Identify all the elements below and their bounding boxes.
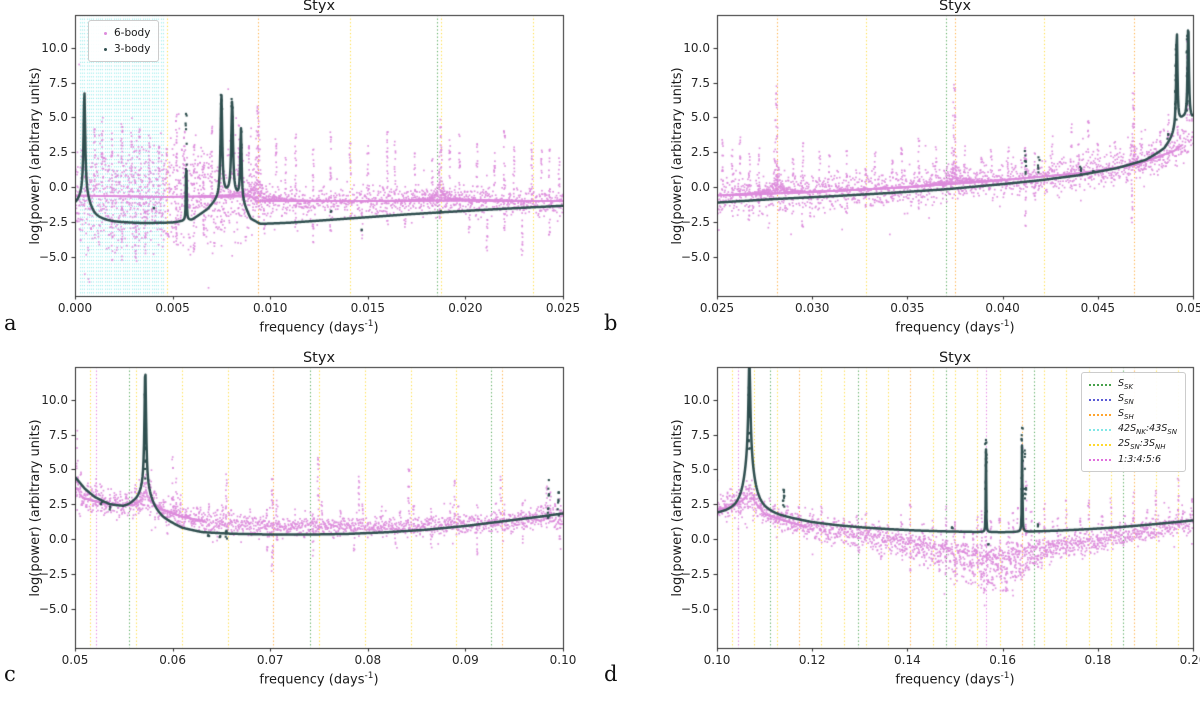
legend: 6-body 3-body: [88, 20, 160, 62]
y-tick-label: 5.0: [48, 110, 68, 125]
y-tick-label: −2.5: [38, 567, 68, 582]
y-tick-label: 7.5: [48, 427, 68, 442]
panel-letter-c: c: [4, 662, 16, 686]
legend-item: SSN: [1089, 392, 1177, 407]
line-swatch-gold: [1089, 443, 1111, 446]
x-axis-label: frequency (days-1): [895, 671, 1015, 688]
legend-label: SSK: [1118, 378, 1134, 391]
x-tick-label: 0.14: [894, 653, 921, 667]
y-tick-label: 10.0: [683, 40, 710, 55]
y-tick-label: 10.0: [41, 40, 68, 55]
x-tick-label: 0.030: [795, 301, 830, 315]
x-axis-label: frequency (days-1): [259, 319, 379, 336]
plot-canvas-c: [0, 352, 600, 703]
legend-label: SSN: [1118, 393, 1134, 406]
plot-title: Styx: [302, 0, 336, 14]
x-tick-label: 0.10: [549, 653, 577, 667]
y-tick-label: −5.0: [680, 601, 710, 616]
y-tick-label: −2.5: [38, 215, 68, 230]
x-tick-label: 0.015: [350, 301, 385, 315]
y-tick-label: 0.0: [690, 532, 710, 547]
marker-swatch-three_body: [104, 47, 107, 51]
line-swatch-magenta: [1089, 458, 1111, 461]
y-tick-label: −2.5: [680, 567, 710, 582]
marker-swatch-six_body: [104, 31, 107, 35]
x-tick-label: 0.045: [1080, 301, 1115, 315]
x-tick-label: 0.040: [985, 301, 1020, 315]
panel-letter-d: d: [604, 662, 618, 686]
plot-title: Styx: [938, 0, 972, 14]
y-tick-label: 10.0: [41, 392, 68, 407]
y-tick-label: −2.5: [680, 215, 710, 230]
legend-item: 6-body: [96, 25, 150, 41]
y-tick-label: −5.0: [38, 249, 68, 264]
y-tick-label: 5.0: [690, 110, 710, 125]
legend-item: 1:3:4:5:6: [1089, 452, 1177, 467]
y-tick-label: 5.0: [690, 462, 710, 477]
legend-label: 1:3:4:5:6: [1118, 454, 1162, 465]
x-tick-label: 0.005: [155, 301, 190, 315]
x-tick-label: 0.10: [703, 653, 731, 667]
legend-item: 2SSN:3SNH: [1089, 437, 1177, 452]
panel-d: Styx frequency (days-1) log(power) (arbitr…: [600, 350, 1200, 703]
y-tick-label: 0.0: [48, 180, 68, 195]
y-tick-label: 2.5: [690, 145, 710, 160]
y-tick-label: 0.0: [48, 532, 68, 547]
x-tick-label: 0.08: [354, 653, 382, 667]
x-axis-label: frequency (days-1): [895, 319, 1015, 336]
line-swatch-orange: [1089, 413, 1111, 416]
x-tick-label: 0.010: [253, 301, 288, 315]
x-tick-label: 0.18: [1084, 653, 1112, 667]
y-tick-label: 7.5: [690, 75, 710, 90]
panel-letter-a: a: [4, 311, 17, 335]
legend-item: SSH: [1089, 407, 1177, 422]
y-tick-label: 10.0: [683, 392, 710, 407]
y-tick-label: 7.5: [690, 427, 710, 442]
x-tick-label: 0.12: [798, 653, 826, 667]
x-tick-label: 0.025: [545, 301, 581, 315]
x-tick-label: 0.035: [890, 301, 925, 315]
panel-b: Styx frequency (days-1) log(power) (arbitr…: [600, 0, 1200, 352]
x-tick-label: 0.020: [448, 301, 483, 315]
x-tick-label: 0.07: [256, 653, 284, 667]
plot-title: Styx: [302, 350, 336, 366]
line-swatch-cyan: [1089, 428, 1111, 431]
y-tick-label: 0.0: [690, 180, 710, 195]
y-tick-label: −5.0: [38, 601, 68, 616]
legend-item: 3-body: [96, 41, 150, 57]
y-tick-label: 7.5: [48, 75, 68, 90]
line-swatch-green: [1089, 383, 1111, 386]
x-axis-label: frequency (days-1): [259, 671, 379, 688]
legend-label: 3-body: [114, 43, 151, 55]
y-tick-label: 2.5: [690, 497, 710, 512]
plot-title: Styx: [938, 350, 972, 366]
x-tick-label: 0.09: [452, 653, 479, 667]
legend: SSK SSN SSH 42SNK:43SSN 2SSN:3SNH 1:3:4:5:6: [1081, 372, 1186, 472]
panel-a: Styx frequency (days-1) log(power) (arbitr…: [0, 0, 600, 352]
line-swatch-blue: [1089, 398, 1111, 401]
legend-label: SSH: [1118, 408, 1134, 421]
x-tick-label: 0.05: [61, 653, 89, 667]
x-tick-label: 0.000: [57, 301, 93, 315]
plot-canvas-b: [600, 0, 1200, 352]
legend-label: 2SSN:3SNH: [1118, 438, 1166, 451]
y-tick-label: 5.0: [48, 462, 68, 477]
x-tick-label: 0.025: [699, 301, 735, 315]
y-tick-label: 2.5: [48, 497, 68, 512]
x-tick-label: 0.16: [989, 653, 1016, 667]
y-tick-label: 2.5: [48, 145, 68, 160]
legend-item: SSK: [1089, 377, 1177, 392]
legend-item: 42SNK:43SSN: [1089, 422, 1177, 437]
legend-label: 6-body: [114, 27, 151, 39]
panel-letter-b: b: [604, 311, 618, 335]
x-tick-label: 0.050: [1175, 301, 1200, 315]
y-tick-label: −5.0: [680, 249, 710, 264]
x-tick-label: 0.06: [159, 653, 186, 667]
legend-label: 42SNK:43SSN: [1118, 423, 1177, 436]
x-tick-label: 0.20: [1179, 653, 1200, 667]
panel-c: Styx frequency (days-1) log(power) (arbitr…: [0, 350, 600, 703]
